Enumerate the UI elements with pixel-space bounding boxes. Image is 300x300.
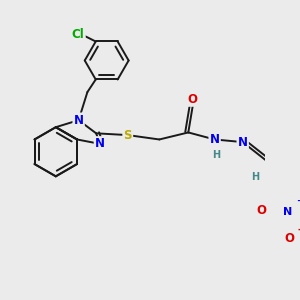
Text: H: H (251, 172, 259, 182)
Text: N: N (95, 137, 105, 150)
Text: O: O (284, 232, 294, 245)
Text: +: + (296, 196, 300, 205)
Text: -: - (298, 225, 300, 235)
Text: Cl: Cl (72, 28, 85, 41)
Text: N: N (283, 207, 292, 217)
Text: N: N (74, 114, 84, 127)
Text: O: O (256, 204, 266, 217)
Text: O: O (188, 93, 198, 106)
Text: S: S (124, 129, 132, 142)
Text: N: N (210, 133, 220, 146)
Text: N: N (238, 136, 248, 148)
Text: H: H (212, 150, 220, 160)
